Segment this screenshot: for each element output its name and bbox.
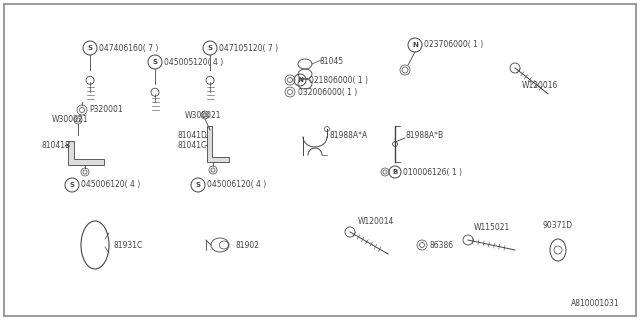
Text: A810001031: A810001031 [572, 299, 620, 308]
Text: S: S [207, 45, 212, 51]
Text: 81045: 81045 [320, 58, 344, 67]
Text: 81988A*B: 81988A*B [405, 131, 443, 140]
Text: W120016: W120016 [522, 82, 558, 91]
Text: 047105120( 7 ): 047105120( 7 ) [219, 44, 278, 52]
Text: 81041B: 81041B [42, 140, 71, 149]
Polygon shape [207, 126, 229, 162]
Text: N: N [412, 42, 418, 48]
Text: W300021: W300021 [52, 116, 88, 124]
Text: P320001: P320001 [89, 106, 123, 115]
Polygon shape [68, 141, 104, 165]
Text: 032006000( 1 ): 032006000( 1 ) [298, 87, 357, 97]
Text: 023706000( 1 ): 023706000( 1 ) [424, 41, 483, 50]
Text: N: N [297, 77, 303, 83]
Text: S: S [195, 182, 200, 188]
Text: 047406160( 7 ): 047406160( 7 ) [99, 44, 158, 52]
Text: 045006120( 4 ): 045006120( 4 ) [81, 180, 140, 189]
Text: S: S [152, 59, 157, 65]
Text: 045006120( 4 ): 045006120( 4 ) [207, 180, 266, 189]
Text: 81041C: 81041C [178, 140, 207, 149]
Text: 045005120( 4 ): 045005120( 4 ) [164, 58, 223, 67]
Text: 010006126( 1 ): 010006126( 1 ) [403, 167, 462, 177]
Text: 81041D: 81041D [178, 131, 208, 140]
Text: W120014: W120014 [358, 218, 394, 227]
Text: S: S [70, 182, 74, 188]
Text: 81931C: 81931C [113, 241, 142, 250]
Text: 90371D: 90371D [543, 220, 573, 229]
Text: S: S [88, 45, 93, 51]
Text: W300021: W300021 [185, 110, 221, 119]
Text: 021806000( 1 ): 021806000( 1 ) [309, 76, 368, 84]
Text: W115021: W115021 [474, 223, 510, 233]
Text: 81902: 81902 [235, 241, 259, 250]
Text: B: B [392, 169, 397, 175]
FancyBboxPatch shape [4, 4, 636, 316]
Text: 81988A*A: 81988A*A [330, 131, 368, 140]
Text: 86386: 86386 [430, 241, 454, 250]
